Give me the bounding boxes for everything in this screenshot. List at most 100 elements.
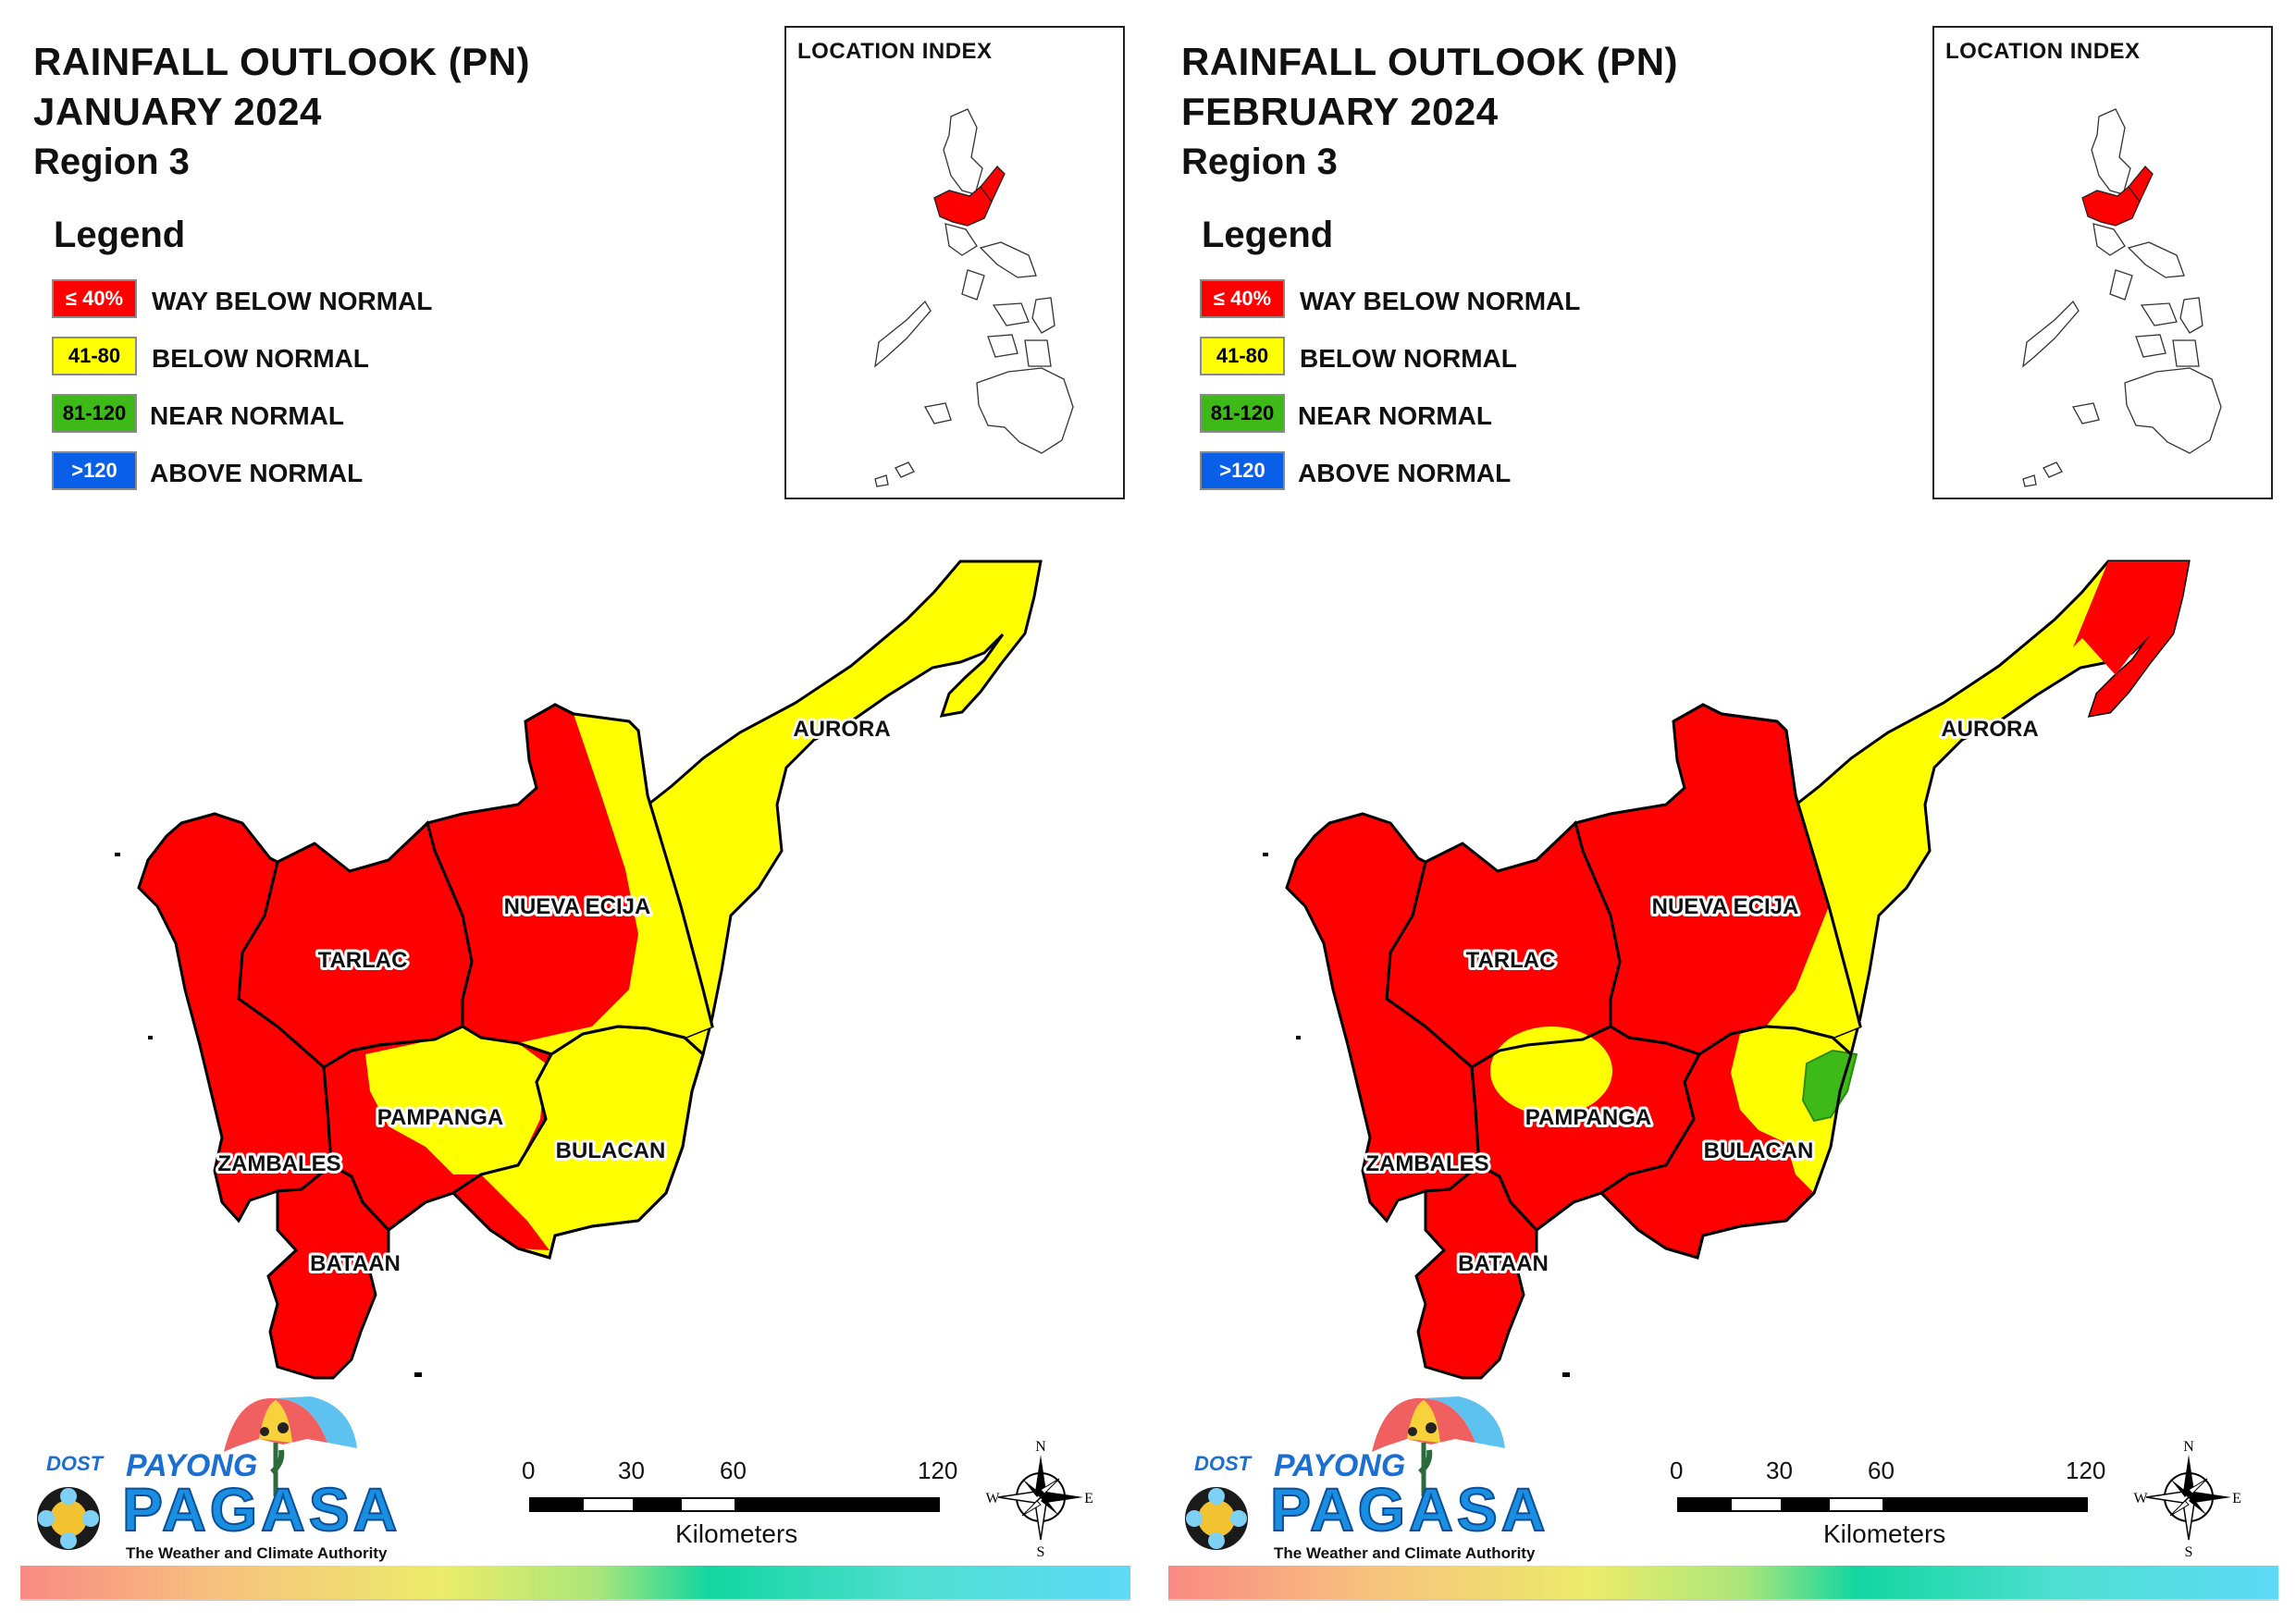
legend-swatch: 81-120 xyxy=(52,394,137,433)
legend-swatch: ≤ 40% xyxy=(52,279,137,318)
payong-label: PAYONG xyxy=(1274,1448,1406,1483)
scale-bar-segments xyxy=(1677,1497,2088,1512)
province-zambales xyxy=(1285,812,1481,1223)
legend-swatch: >120 xyxy=(1200,451,1285,490)
compass-icon: N E S W xyxy=(2133,1439,2241,1560)
label-bataan: BATAAN xyxy=(1458,1251,1549,1276)
legend-heading: Legend xyxy=(54,215,186,255)
legend-label: WAY BELOW NORMAL xyxy=(152,287,433,315)
aurora-north-way-below xyxy=(2073,561,2189,716)
pagasa-tagline: The Weather and Climate Authority xyxy=(1274,1544,1536,1562)
compass-n: N xyxy=(1035,1439,1046,1455)
footer-divider xyxy=(20,1599,1130,1601)
label-nueva-ecija: NUEVA ECIJA xyxy=(1652,894,1799,919)
title-month: JANUARY 2024 xyxy=(33,90,322,133)
location-index-title: LOCATION INDEX xyxy=(1945,39,2141,64)
legend-label: BELOW NORMAL xyxy=(152,344,369,373)
title-line-1: RAINFALL OUTLOOK (PN) xyxy=(1181,40,1679,83)
pampanga-below-zone xyxy=(1490,1027,1612,1115)
legend-label: NEAR NORMAL xyxy=(1298,401,1492,430)
panel-title: RAINFALL OUTLOOK (PN) JANUARY 2024 Regio… xyxy=(33,37,530,187)
umbrella-icon xyxy=(37,1396,357,1550)
scale-tick-30: 30 xyxy=(618,1457,645,1484)
scale-tick-0: 0 xyxy=(522,1457,536,1484)
compass-rose: N E S W xyxy=(2133,1438,2244,1560)
legend-swatch: 41-80 xyxy=(52,337,137,375)
scale-tick-0: 0 xyxy=(1670,1457,1684,1484)
compass-n: N xyxy=(2183,1439,2194,1455)
footer-divider xyxy=(1168,1599,2278,1601)
compass-s: S xyxy=(2185,1544,2193,1558)
label-aurora: AURORA xyxy=(1941,717,2038,742)
label-tarlac: TARLAC xyxy=(1466,948,1556,973)
compass-rose: N E S W xyxy=(985,1438,1096,1560)
label-tarlac: TARLAC xyxy=(318,948,408,973)
pagasa-tagline: The Weather and Climate Authority xyxy=(126,1544,388,1562)
legend-swatch: 41-80 xyxy=(1200,337,1285,375)
footer-gradient-bar xyxy=(20,1566,1130,1599)
payong-pagasa-logo: DOST PAYONG PAGASA The Weather and Clima… xyxy=(1181,1387,1551,1563)
compass-s: S xyxy=(1037,1544,1045,1558)
philippines-index-map xyxy=(2022,108,2222,487)
legend-label: BELOW NORMAL xyxy=(1300,344,1517,373)
pagasa-label: PAGASA xyxy=(1269,1474,1549,1544)
label-bataan: BATAAN xyxy=(310,1251,401,1276)
legend-swatch: ≤ 40% xyxy=(1200,279,1285,318)
outlook-panel-february: RAINFALL OUTLOOK (PN) FEBRUARY 2024 Regi… xyxy=(1148,0,2296,1623)
bulacan-way-below-strip xyxy=(453,1174,549,1250)
legend-label: ABOVE NORMAL xyxy=(150,459,364,487)
location-index-box: LOCATION INDEX xyxy=(1932,26,2273,499)
scale-bar: 0 30 60 120 Kilometers xyxy=(518,1457,962,1558)
legend-label: ABOVE NORMAL xyxy=(1298,459,1512,487)
pampanga-below-zone xyxy=(365,1027,546,1174)
label-zambales: ZAMBALES xyxy=(217,1151,340,1176)
province-aurora xyxy=(635,559,1043,1092)
title-region: Region 3 xyxy=(1181,141,1338,182)
label-pampanga: PAMPANGA xyxy=(377,1105,503,1130)
scale-tick-60: 60 xyxy=(1868,1457,1895,1484)
label-zambales: ZAMBALES xyxy=(1365,1151,1488,1176)
pagasa-label: PAGASA xyxy=(121,1474,401,1544)
scale-tick-120: 120 xyxy=(2066,1457,2106,1484)
legend-label: NEAR NORMAL xyxy=(150,401,344,430)
dost-label: DOST xyxy=(1194,1452,1252,1475)
label-pampanga: PAMPANGA xyxy=(1525,1105,1651,1130)
label-bulacan: BULACAN xyxy=(1704,1138,1814,1163)
scale-bar: 0 30 60 120 Kilometers xyxy=(1666,1457,2110,1558)
legend-swatch: 81-120 xyxy=(1200,394,1285,433)
label-nueva-ecija: NUEVA ECIJA xyxy=(504,894,651,919)
location-index-box: LOCATION INDEX xyxy=(784,26,1125,499)
philippines-index-map xyxy=(874,108,1074,487)
label-bulacan: BULACAN xyxy=(556,1138,666,1163)
compass-w: W xyxy=(985,1491,1000,1506)
scale-bar-segments xyxy=(529,1497,940,1512)
dost-label: DOST xyxy=(46,1452,104,1475)
label-aurora: AURORA xyxy=(793,717,890,742)
scale-unit: Kilometers xyxy=(675,1519,798,1548)
province-zambales xyxy=(137,812,333,1223)
payong-pagasa-logo: DOST PAYONG PAGASA The Weather and Clima… xyxy=(33,1387,403,1563)
compass-e: E xyxy=(1084,1491,1093,1506)
legend-swatch: >120 xyxy=(52,451,137,490)
nueva-ecija-below-band xyxy=(518,714,712,1054)
scale-tick-30: 30 xyxy=(1766,1457,1793,1484)
scale-tick-60: 60 xyxy=(720,1457,747,1484)
legend-label: WAY BELOW NORMAL xyxy=(1300,287,1581,315)
scale-unit: Kilometers xyxy=(1823,1519,1946,1548)
title-month: FEBRUARY 2024 xyxy=(1181,90,1499,133)
title-region: Region 3 xyxy=(33,141,190,182)
compass-e: E xyxy=(2232,1491,2241,1506)
location-index-title: LOCATION INDEX xyxy=(797,39,993,64)
compass-icon: N E S W xyxy=(985,1439,1093,1560)
umbrella-icon xyxy=(1185,1396,1505,1550)
title-line-1: RAINFALL OUTLOOK (PN) xyxy=(33,40,531,83)
footer-gradient-bar xyxy=(1168,1566,2278,1599)
region-3-map: AURORA NUEVA ECIJA TARLAC PAMPANGA BULAC… xyxy=(1263,559,2191,1380)
payong-label: PAYONG xyxy=(126,1448,258,1483)
scale-tick-120: 120 xyxy=(918,1457,958,1484)
region-3-map: AURORA NUEVA ECIJA TARLAC PAMPANGA BULAC… xyxy=(115,559,1043,1380)
panel-title: RAINFALL OUTLOOK (PN) FEBRUARY 2024 Regi… xyxy=(1181,37,1678,187)
outlook-panel-january: RAINFALL OUTLOOK (PN) JANUARY 2024 Regio… xyxy=(20,26,1130,1601)
legend-heading: Legend xyxy=(1202,215,1334,255)
compass-w: W xyxy=(2133,1491,2148,1506)
